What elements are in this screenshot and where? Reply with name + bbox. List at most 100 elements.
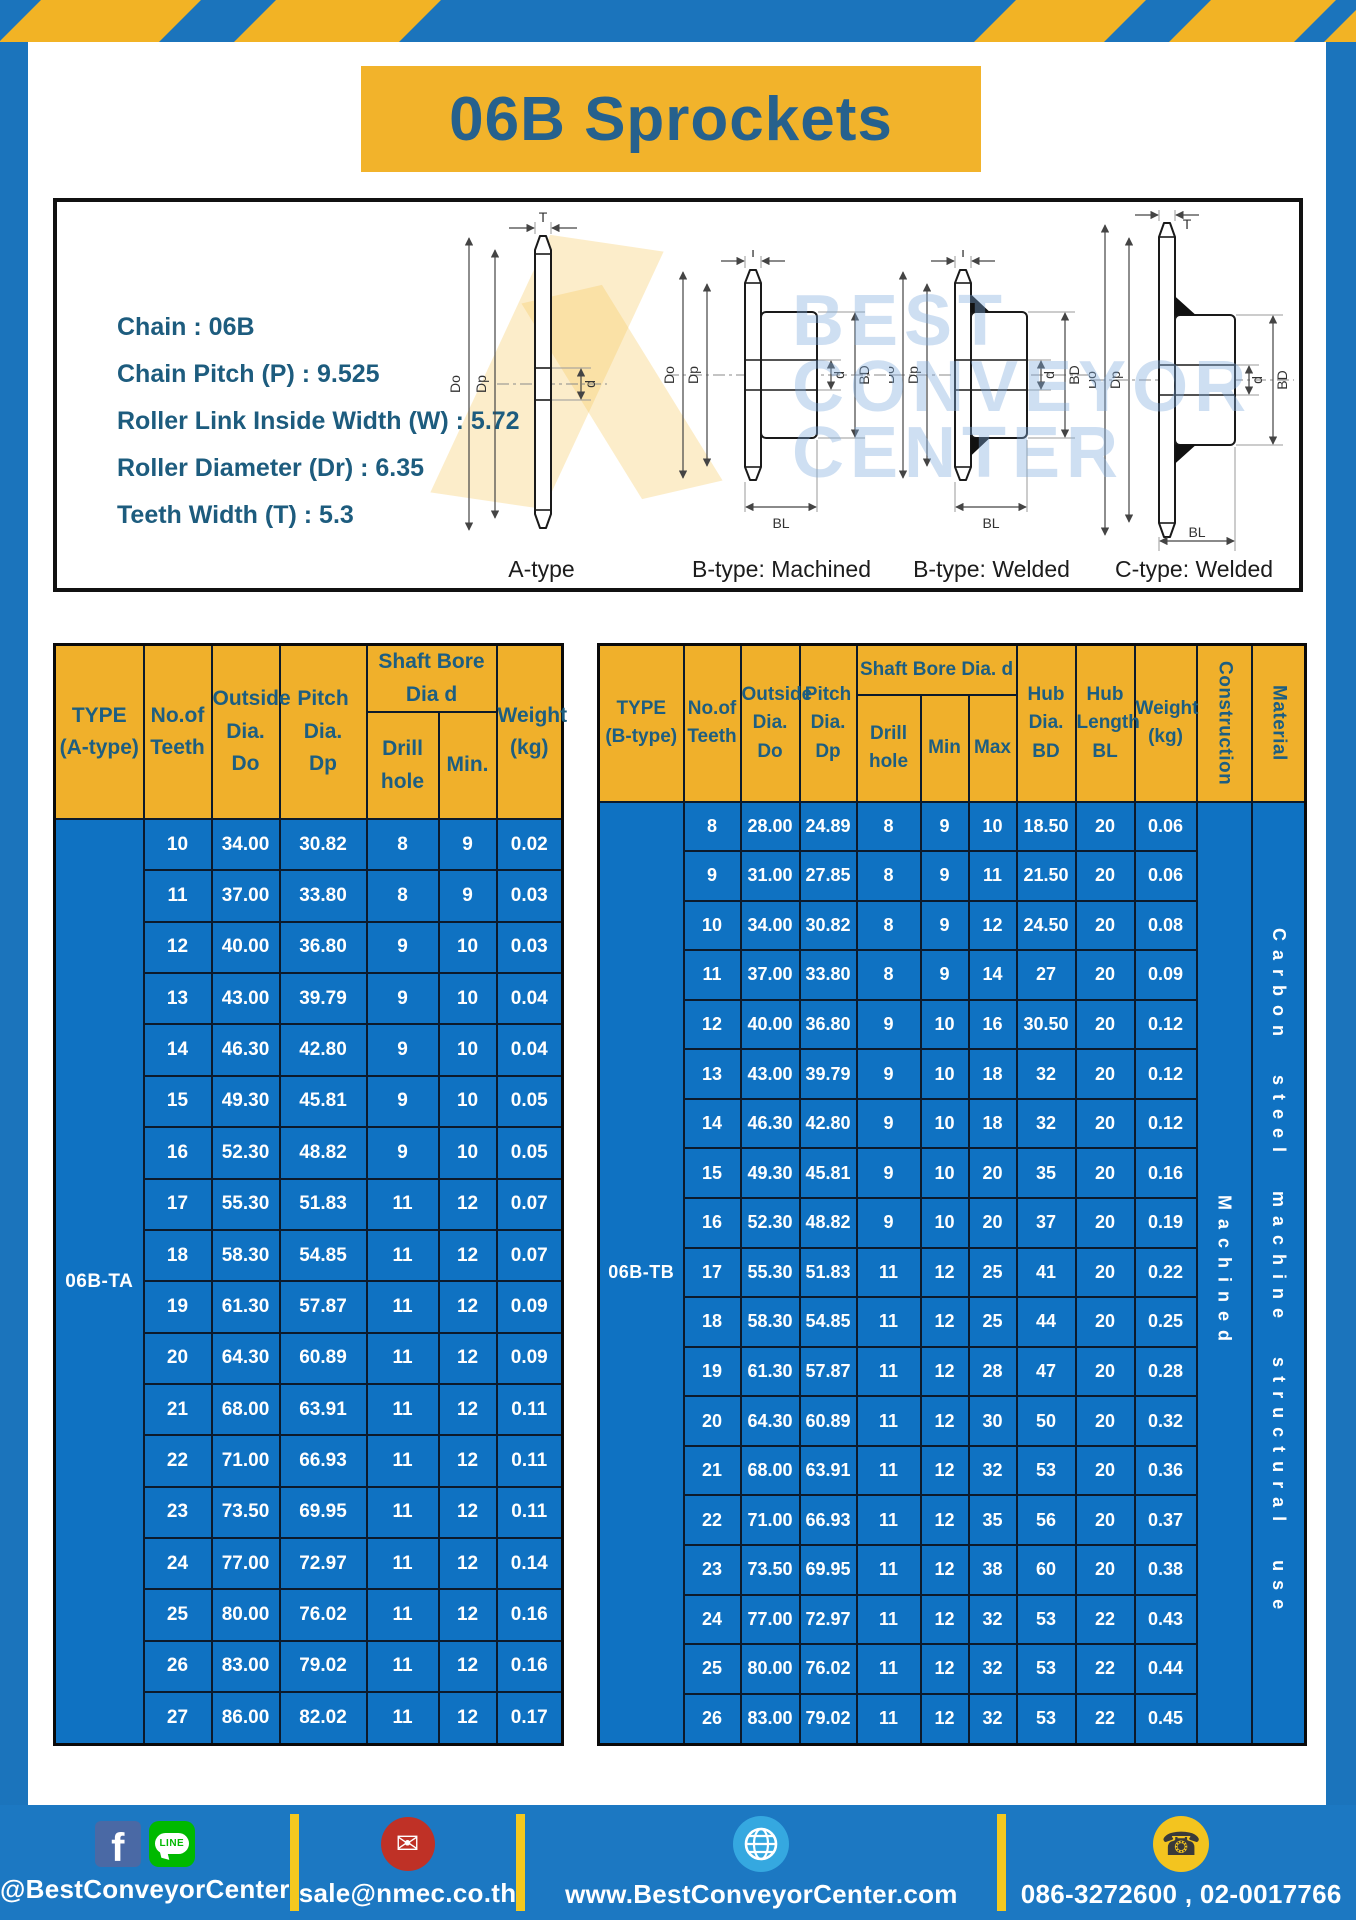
table-cell: 9 (365, 920, 440, 975)
table-cell: 22 (682, 1494, 742, 1546)
table-cell: 0.16 (495, 1588, 564, 1642)
table-cell: 12 (437, 1536, 498, 1591)
table-cell: 9 (855, 1197, 922, 1249)
table-cell: 44 (1015, 1296, 1077, 1348)
table-cell: 12 (437, 1177, 498, 1231)
table-cell: 0.38 (1133, 1543, 1198, 1596)
spec-line: Roller Link Inside Width (W) : 5.72 (117, 407, 520, 435)
table-cell: 61.30 (739, 1345, 801, 1398)
table-cell: 9 (919, 949, 970, 1001)
table-cell: 38 (967, 1543, 1018, 1596)
table-cell: 20 (1074, 800, 1136, 853)
caption-a-type: A-type (508, 556, 575, 582)
table-cell: 11 (967, 850, 1018, 902)
page-title: 06B Sprockets (449, 84, 893, 154)
dim-label-bl: BL (982, 515, 999, 531)
table-cell: 80.00 (210, 1588, 281, 1642)
col-header-weight: Weight (kg) (495, 643, 567, 821)
table-cell: 26 (682, 1692, 742, 1746)
table-cell: 11 (855, 1692, 922, 1746)
col-header-type: TYPE (A-type) (53, 643, 145, 821)
table-cell: 9 (365, 1023, 440, 1077)
dim-label-bd: BD (1066, 365, 1082, 384)
table-cell: 20 (1074, 1395, 1136, 1447)
table-cell: 52.30 (739, 1197, 801, 1249)
stripe (1161, 0, 1344, 42)
table-cell: 24.50 (1015, 899, 1077, 952)
table-cell: 12 (967, 899, 1018, 952)
dim-label-t: T (1183, 216, 1192, 232)
table-row: 24 77.00 72.97 11 12 0.14 (55, 1536, 564, 1591)
table-cell: 18.50 (1015, 800, 1077, 853)
phone-numbers[interactable]: 086-3272600 , 02-0017766 (1020, 1878, 1342, 1909)
col-header-type: TYPE (B-type) (597, 643, 685, 803)
table-cell: 66.93 (278, 1434, 368, 1488)
facebook-handle[interactable]: @BestConveyorCenter (0, 1873, 290, 1904)
table-cell: 34.00 (739, 899, 801, 952)
col-header-pitch-dia: Pitch Dia. Dp (798, 643, 858, 803)
table-cell: 12 (919, 1345, 970, 1398)
table-cell: 11 (365, 1690, 440, 1746)
table-row: 20 64.30 60.89 11 12 0.09 (55, 1331, 564, 1385)
table-cell: 23 (682, 1543, 742, 1596)
table-row: 9 31.00 27.85 8 9 11 21.50 20 0.06 (599, 850, 1306, 902)
table-cell: 11 (365, 1536, 440, 1591)
table-cell: 9 (919, 899, 970, 952)
table-cell: 20 (1074, 998, 1136, 1051)
stripe (966, 0, 1154, 42)
table-cell: 32 (967, 1593, 1018, 1646)
table-cell: 8 (365, 869, 440, 923)
table-cell: 0.45 (1133, 1692, 1198, 1746)
table-cell: 55.30 (210, 1177, 281, 1231)
footer-website-section: www.BestConveyorCenter.com (525, 1805, 997, 1920)
table-cell: 0.09 (495, 1331, 564, 1385)
table-cell: 69.95 (798, 1543, 858, 1596)
b-type-table-header: TYPE (B-type) No.of Teeth Outside Dia. D… (597, 643, 1307, 803)
vertical-text-cell: Machined (1195, 800, 1253, 1746)
website-url[interactable]: www.BestConveyorCenter.com (565, 1878, 958, 1909)
table-cell: 0.16 (1133, 1147, 1198, 1199)
table-cell: 77.00 (739, 1593, 801, 1646)
table-cell: 51.83 (798, 1246, 858, 1299)
table-cell: 20 (1074, 1345, 1136, 1398)
table-cell: 76.02 (278, 1588, 368, 1642)
table-cell: 48.82 (278, 1126, 368, 1180)
dim-label-t: T (959, 250, 968, 260)
table-cell: 0.12 (1133, 998, 1198, 1051)
email-address[interactable]: sale@nmec.co.th (298, 1877, 517, 1908)
col-header-hub-length: Hub Length BL (1074, 643, 1140, 803)
table-cell: 14 (967, 949, 1018, 1001)
table-cell: 64.30 (739, 1395, 801, 1447)
table-row: 13 43.00 39.79 9 10 0.04 (55, 972, 564, 1026)
table-cell: 16 (682, 1197, 742, 1249)
table-cell: 10 (919, 1197, 970, 1249)
dim-label-d: d (582, 380, 598, 388)
table-row: 11 37.00 33.80 8 9 14 27 20 0.09 (599, 949, 1306, 1001)
table-cell: 12 (437, 1588, 498, 1642)
mail-icon: ✉ (380, 1816, 435, 1871)
footer-phone-section: ☎ 086-3272600 , 02-0017766 (1006, 1805, 1356, 1920)
table-cell: 57.87 (798, 1345, 858, 1398)
table-cell: 0.22 (1133, 1246, 1198, 1299)
table-row: 15 49.30 45.81 9 10 0.05 (55, 1074, 564, 1129)
table-row: 20 64.30 60.89 11 12 30 50 20 0.32 (599, 1395, 1306, 1447)
table-cell: 20 (1074, 850, 1136, 902)
table-row: 13 43.00 39.79 9 10 18 32 20 0.12 (599, 1048, 1306, 1100)
table-cell: 0.17 (495, 1690, 564, 1746)
col-header-shaft-bore: Shaft Bore Dia d (365, 643, 498, 714)
table-cell: 48.82 (798, 1197, 858, 1249)
spec-line: Chain : 06B (117, 313, 255, 341)
table-cell: 12 (437, 1280, 498, 1334)
table-cell: 9 (437, 818, 498, 872)
footer-facebook-section: f LINE @BestConveyorCenter (0, 1805, 290, 1920)
table-cell: 20 (1074, 1444, 1136, 1497)
table-cell: 37.00 (210, 869, 281, 923)
table-cell: 0.06 (1133, 800, 1198, 853)
table-cell: 9 (682, 850, 742, 902)
table-cell: 11 (365, 1485, 440, 1539)
spec-line: Chain Pitch (P) : 9.525 (117, 360, 380, 388)
table-cell: 9 (365, 1126, 440, 1180)
table-cell: 60.89 (798, 1395, 858, 1447)
dim-label-bd: BD (856, 365, 872, 384)
